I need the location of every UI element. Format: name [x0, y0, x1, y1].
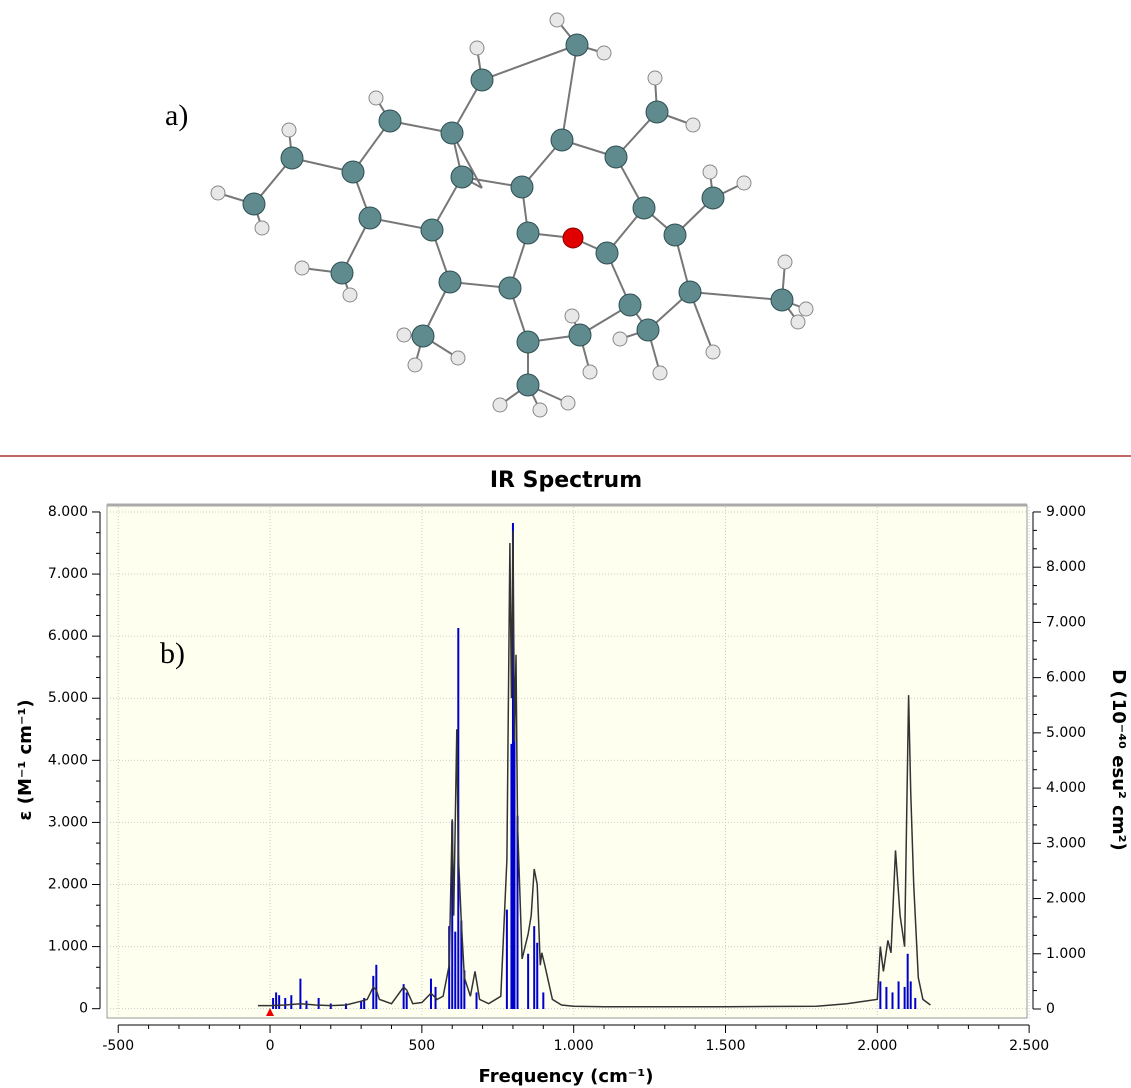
carbon	[412, 325, 434, 347]
hydrogen	[703, 165, 717, 179]
carbon	[551, 129, 573, 151]
hydrogen	[282, 123, 296, 137]
carbon	[702, 187, 724, 209]
carbon	[664, 224, 686, 246]
carbon	[471, 69, 493, 91]
chart-title: IR Spectrum	[490, 468, 642, 493]
hydrogen	[493, 398, 507, 412]
y-tick-label: 5.000	[48, 690, 88, 706]
y2-tick-label: 0	[1046, 1001, 1055, 1017]
x-tick-label: 500	[408, 1038, 435, 1054]
hydrogen	[397, 328, 411, 342]
y-tick-label: 3.000	[48, 814, 88, 830]
carbon	[379, 110, 401, 132]
carbon	[679, 281, 701, 303]
y2-tick-label: 6.000	[1046, 670, 1086, 686]
carbon	[596, 242, 618, 264]
y2-tick-label: 7.000	[1046, 614, 1086, 630]
panel-label: b)	[160, 637, 185, 670]
hydrogen	[653, 366, 667, 380]
x-tick-label: -500	[102, 1038, 134, 1054]
carbon	[281, 147, 303, 169]
hydrogen	[686, 118, 700, 132]
carbon	[511, 176, 533, 198]
hydrogen	[706, 345, 720, 359]
y-tick-label: 7.000	[48, 566, 88, 582]
y2-axis-title: D (10⁻⁴⁰ esu² cm²)	[1108, 669, 1129, 850]
y2-tick-label: 8.000	[1046, 559, 1086, 575]
y-tick-label: 8.000	[48, 504, 88, 520]
y2-tick-label: 2.000	[1046, 891, 1086, 907]
hydrogen	[799, 302, 813, 316]
carbon	[771, 289, 793, 311]
y2-tick-label: 9.000	[1046, 504, 1086, 520]
hydrogen	[451, 351, 465, 365]
carbon	[566, 34, 588, 56]
carbon	[439, 271, 461, 293]
x-tick-label: 2.000	[857, 1038, 897, 1054]
carbon	[569, 324, 591, 346]
y-tick-label: 1.000	[48, 939, 88, 955]
hydrogen	[583, 365, 597, 379]
hydrogen	[565, 309, 579, 323]
y-tick-label: 2.000	[48, 877, 88, 893]
carbon	[517, 374, 539, 396]
hydrogen	[778, 255, 792, 269]
carbon	[243, 193, 265, 215]
carbon	[619, 294, 641, 316]
carbon	[637, 319, 659, 341]
carbon	[646, 101, 668, 123]
carbon	[451, 166, 473, 188]
x-tick-label: 1.000	[554, 1038, 594, 1054]
plot-area	[107, 505, 1027, 1018]
hydrogen	[597, 46, 611, 60]
molecule	[211, 13, 813, 417]
carbon	[499, 277, 521, 299]
hydrogen	[408, 358, 422, 372]
carbon	[517, 222, 539, 244]
carbon	[441, 122, 463, 144]
x-tick-label: 0	[266, 1038, 275, 1054]
hydrogen	[343, 288, 357, 302]
hydrogen	[737, 176, 751, 190]
carbon	[342, 161, 364, 183]
hydrogen	[533, 403, 547, 417]
x-tick-label: 2.500	[1009, 1038, 1049, 1054]
hydrogen	[470, 41, 484, 55]
panel-label: a)	[165, 99, 188, 132]
y-tick-label: 0	[79, 1001, 88, 1017]
y-tick-label: 6.000	[48, 628, 88, 644]
oxygen	[563, 228, 583, 248]
carbon	[331, 262, 353, 284]
carbon	[421, 219, 443, 241]
y-axis-title: ε (M⁻¹ cm⁻¹)	[15, 699, 36, 820]
figure: a) IR Spectrum b) Frequency (cm⁻¹) ε (M⁻…	[0, 0, 1131, 1088]
hydrogen	[369, 91, 383, 105]
page: {"annotations": {"a": "a)"}, "chart_data…	[0, 0, 1131, 1088]
hydrogen	[561, 396, 575, 410]
y2-tick-label: 4.000	[1046, 780, 1086, 796]
y2-tick-label: 3.000	[1046, 835, 1086, 851]
hydrogen	[613, 332, 627, 346]
y2-tick-label: 5.000	[1046, 725, 1086, 741]
y-tick-label: 4.000	[48, 752, 88, 768]
hydrogen	[211, 186, 225, 200]
hydrogen	[550, 13, 564, 27]
hydrogen	[295, 261, 309, 275]
carbon	[633, 197, 655, 219]
y2-tick-label: 1.000	[1046, 946, 1086, 962]
hydrogen	[791, 315, 805, 329]
carbon	[605, 146, 627, 168]
hydrogen	[255, 221, 269, 235]
hydrogen	[648, 71, 662, 85]
carbon	[359, 207, 381, 229]
x-tick-label: 1.500	[705, 1038, 745, 1054]
carbon	[517, 331, 539, 353]
x-axis-title: Frequency (cm⁻¹)	[479, 1066, 654, 1087]
